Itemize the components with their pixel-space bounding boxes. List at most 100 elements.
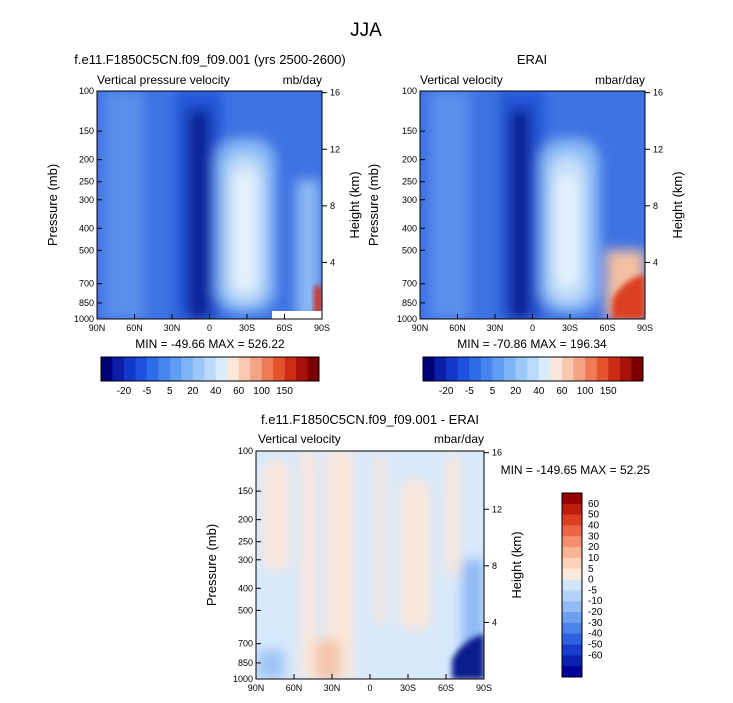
colorbar-label: -20 <box>439 386 454 397</box>
colorbar-swatch <box>504 357 516 381</box>
y-tick-label: 300 <box>238 555 253 565</box>
colorbar-label: -60 <box>588 650 603 661</box>
colorbar-swatch <box>619 357 632 381</box>
colorbar-label: 50 <box>588 510 600 521</box>
colorbar-label: 40 <box>533 386 545 397</box>
colorbar-swatch <box>146 357 159 381</box>
y-axis-title: Pressure (mb) <box>204 524 219 606</box>
min-max-stats: MIN = -49.66 MAX = 526.22 <box>135 337 285 351</box>
x-tick-label: 60S <box>599 323 615 333</box>
right-label: mbar/day <box>434 432 484 446</box>
colorbar-swatch <box>573 357 586 381</box>
left-label: Vertical pressure velocity <box>97 73 230 87</box>
y-axis-right-title: Height (km) <box>509 531 524 598</box>
x-tick-label: 90S <box>637 323 653 333</box>
colorbar-label: 60 <box>588 499 600 510</box>
colorbar-swatch <box>284 357 297 381</box>
colorbar-swatch <box>562 666 582 678</box>
height-tick-label: 16 <box>330 88 340 98</box>
x-tick-label: 30S <box>400 683 416 693</box>
y-tick-label: 1000 <box>74 314 94 324</box>
colorbar-swatch <box>135 357 148 381</box>
y-axis-title: Pressure (mb) <box>45 164 60 246</box>
x-tick-label: 60N <box>126 323 143 333</box>
y-tick-label: 200 <box>402 155 417 165</box>
colorbar-swatch <box>101 357 113 381</box>
contour-weak-ascent-band <box>430 91 470 319</box>
x-tick-label: 60N <box>286 683 303 693</box>
colorbar-swatch <box>562 525 582 537</box>
y-tick-label: 250 <box>79 177 94 187</box>
colorbar-swatch <box>562 644 582 656</box>
field-area <box>256 451 484 679</box>
x-tick-label: 0 <box>530 323 535 333</box>
min-max-stats: MIN = -70.86 MAX = 196.34 <box>457 337 607 351</box>
colorbar: -20 -5 5 20 40 60 100 150 <box>100 356 320 397</box>
x-tick-label: 60S <box>438 683 454 693</box>
height-tick-label: 4 <box>492 617 497 627</box>
y-tick-label: 1000 <box>233 674 253 684</box>
colorbar-label: 0 <box>588 575 594 586</box>
colorbar-swatch <box>296 357 308 381</box>
figure-title: JJA <box>350 20 382 41</box>
colorbar-swatch <box>596 357 609 381</box>
colorbar-label: -30 <box>588 618 603 629</box>
x-tick-label: 90N <box>412 323 429 333</box>
contour-polar-red <box>612 274 645 319</box>
x-tick-label: 30N <box>324 683 341 693</box>
colorbar-swatch <box>457 357 470 381</box>
panel-difference: f.e11.F1850C5CN.f09_f09.001 - ERAI Verti… <box>204 412 650 693</box>
colorbar-label: 5 <box>490 386 496 397</box>
contour-descent-core <box>556 175 578 285</box>
y-axis-right-title: Height (km) <box>670 171 685 238</box>
y-ticks: 100 150 200 250 300 400 500 700 850 1000 <box>74 86 102 324</box>
colorbar-label: 60 <box>233 386 245 397</box>
colorbar-swatch <box>227 357 239 381</box>
colorbar-swatch <box>204 357 217 381</box>
colorbar-swatch <box>562 633 582 645</box>
x-ticks: 90N 60N 30N 0 30S 60S 90S <box>89 314 330 333</box>
height-tick-label: 16 <box>492 448 502 458</box>
colorbar-swatch <box>631 357 644 381</box>
y-tick-label: 850 <box>79 298 94 308</box>
colorbar-swatch <box>169 357 182 381</box>
colorbar-swatch <box>112 357 125 381</box>
colorbar-swatch <box>261 357 274 381</box>
y-tick-label: 250 <box>238 537 253 547</box>
y-tick-label: 200 <box>79 155 94 165</box>
field-area <box>420 91 645 319</box>
colorbar-label: -50 <box>588 640 603 651</box>
y-tick-label: 200 <box>238 515 253 525</box>
x-tick-label: 90S <box>476 683 492 693</box>
colorbar-frame <box>422 356 644 382</box>
colorbar-swatch <box>238 357 251 381</box>
contour-ascent-band-inner <box>188 110 210 319</box>
contour-positive-low <box>316 640 340 679</box>
colorbar-label: -20 <box>588 607 603 618</box>
colorbar-swatch <box>562 536 582 548</box>
colorbar: -20 -5 5 20 40 60 100 150 <box>422 356 644 397</box>
colorbar-label: 5 <box>588 564 594 575</box>
contour-weak-ascent-band <box>104 91 144 319</box>
contour-negative-core <box>452 634 484 679</box>
x-ticks: 90N 60N 30N 0 30S 60S 90S <box>412 314 653 333</box>
panel-model: f.e11.F1850C5CN.f09_f09.001 (yrs 2500-26… <box>45 52 362 397</box>
colorbar-swatch <box>250 357 262 381</box>
colorbar-swatch <box>562 557 582 570</box>
colorbar-frame <box>100 356 320 382</box>
y-tick-label: 400 <box>402 223 417 233</box>
x-tick-label: 90N <box>89 323 106 333</box>
colorbar-swatch <box>515 357 528 381</box>
y-tick-label: 400 <box>79 223 94 233</box>
colorbar-label: -20 <box>117 386 132 397</box>
height-tick-label: 8 <box>653 201 658 211</box>
y-tick-label: 500 <box>238 605 253 615</box>
height-ticks: 16 12 8 4 <box>322 88 340 267</box>
height-ticks: 16 12 8 4 <box>645 88 663 267</box>
colorbar-swatch <box>585 357 597 381</box>
colorbar-label: 60 <box>556 386 568 397</box>
colorbar-swatch <box>562 514 582 526</box>
colorbar-label: 100 <box>577 386 594 397</box>
height-tick-label: 12 <box>330 144 340 154</box>
